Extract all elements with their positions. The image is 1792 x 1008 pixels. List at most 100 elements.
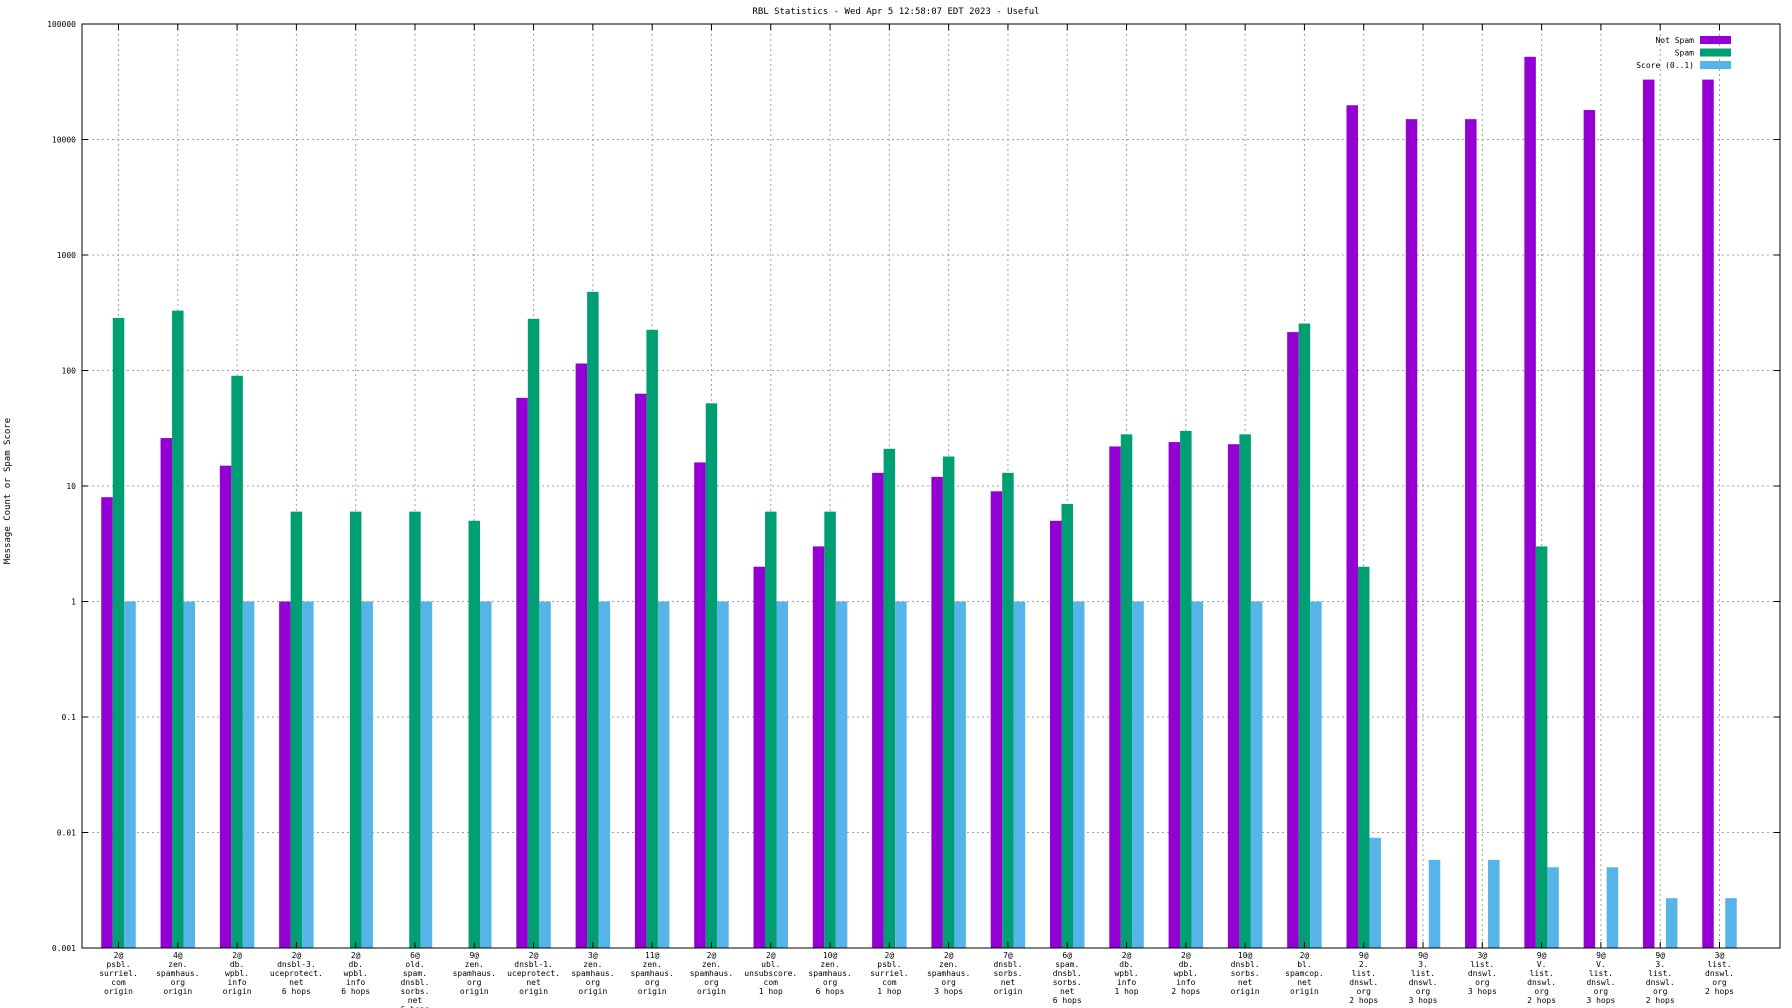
x-tick-label-line: 2 hops <box>1527 996 1556 1005</box>
x-tick-label: 3@ list. dnswl. org 3 hops <box>1468 951 1497 996</box>
x-tick-label-line: org <box>1475 978 1490 987</box>
x-tick-label-line: 2@ <box>885 951 895 960</box>
x-tick-label-line: psbl. <box>877 960 901 969</box>
x-tick-label-line: dnsbl-1. <box>514 960 553 969</box>
x-tick-label-line: 2 hops <box>1171 987 1200 996</box>
x-tick-label-line: origin <box>638 987 667 996</box>
x-tick-label-line: V. <box>1537 960 1547 969</box>
bar <box>1250 601 1263 948</box>
x-tick-label-line: list. <box>1648 969 1672 978</box>
x-tick-label-line: origin <box>1231 987 1260 996</box>
bar <box>1072 601 1085 948</box>
bar <box>290 511 303 948</box>
x-tick-label-line: zen. <box>939 960 958 969</box>
x-tick-label-line: 3 hops <box>934 987 963 996</box>
x-tick-label-line: dnswl. <box>1409 978 1438 987</box>
bar <box>101 497 113 948</box>
x-tick-label-line: 1 hop <box>1114 987 1138 996</box>
x-tick-label-line: spamcop. <box>1285 969 1324 978</box>
x-tick-label-line: info <box>346 978 365 987</box>
x-tick-label-line: db. <box>348 960 362 969</box>
y-tick-label: 100 <box>62 367 77 376</box>
x-tick-label-line: 3 hops <box>1586 996 1615 1005</box>
x-tick-label: 10@ zen. spamhaus. org 6 hops <box>808 951 851 996</box>
x-tick-label-line: origin <box>519 987 548 996</box>
x-tick-label-line: org <box>1416 987 1431 996</box>
legend-swatch <box>1700 61 1731 69</box>
x-tick-label: 9@ zen. spamhaus. org origin <box>453 951 496 996</box>
x-tick-label-line: uceprotect. <box>270 969 323 978</box>
x-tick-label-line: net <box>1297 978 1312 987</box>
x-tick-label-line: 2 hops <box>1705 987 1734 996</box>
x-tick-label-line: org <box>1653 987 1668 996</box>
bar <box>1583 110 1596 948</box>
x-tick-label-line: 11@ <box>645 951 660 960</box>
x-tick-label-line: wpbl. <box>1114 969 1138 978</box>
bar <box>124 601 136 948</box>
x-tick-label-line: 9@ <box>1359 951 1369 960</box>
x-tick-label-line: info <box>227 978 246 987</box>
bar <box>1346 105 1358 948</box>
bar <box>598 601 611 948</box>
bar <box>587 291 599 948</box>
bar <box>990 491 1003 948</box>
x-tick-label-line: origin <box>460 987 489 996</box>
bar <box>812 546 825 948</box>
x-tick-label-line: 6 hops <box>282 987 311 996</box>
x-tick-label-line: sorbs. <box>401 987 430 996</box>
x-tick-label-line: db. <box>230 960 244 969</box>
bar <box>1180 430 1192 949</box>
x-tick-label-line: 9@ <box>1655 951 1665 960</box>
bar <box>480 601 492 948</box>
bar <box>468 520 481 948</box>
x-tick-label-line: 3@ <box>1715 951 1725 960</box>
bar <box>409 511 421 948</box>
x-tick-label-line: origin <box>223 987 252 996</box>
x-tick-label: 6@ spam. dnsbl. sorbs. net 6 hops <box>1053 951 1082 1005</box>
x-tick-label-line: ubl. <box>761 960 780 969</box>
bar <box>361 601 373 948</box>
x-tick-label-line: surriel. <box>870 969 909 978</box>
x-tick-label-line: org <box>171 978 186 987</box>
x-tick-label-line: spam. <box>403 969 427 978</box>
bar <box>705 403 718 948</box>
x-tick-label-line: surriel. <box>99 969 138 978</box>
x-tick-label-line: 6 hops <box>816 987 845 996</box>
x-tick-label-line: net <box>1001 978 1016 987</box>
bar <box>717 601 729 948</box>
bar <box>231 375 243 948</box>
x-tick-label-line: dnswl. <box>1586 978 1615 987</box>
x-tick-label-line: 1 hop <box>877 987 901 996</box>
x-tick-label-line: dnsbl. <box>401 978 430 987</box>
bar <box>1109 446 1121 948</box>
x-tick-label: 2@ db. wpbl. info 6 hops <box>341 951 370 996</box>
x-tick-label-line: org <box>467 978 482 987</box>
bar <box>420 601 433 948</box>
bar <box>279 601 291 948</box>
x-tick-label-line: zen. <box>168 960 187 969</box>
x-tick-label-line: 1 hop <box>759 987 783 996</box>
x-tick-label: 2@ zen. spamhaus. org 3 hops <box>927 951 970 996</box>
x-tick-label-line: dnswl. <box>1349 978 1378 987</box>
x-tick-label-line: 3. <box>1418 960 1428 969</box>
x-tick-label-line: V. <box>1596 960 1606 969</box>
x-tick-label: 11@ zen. spamhaus. org origin <box>630 951 673 996</box>
bar <box>1239 434 1251 948</box>
x-tick-label-line: 2@ <box>1122 951 1132 960</box>
x-tick-label-line: 2@ <box>707 951 717 960</box>
legend-swatch <box>1700 48 1731 57</box>
x-tick-label-line: 3. <box>1655 960 1665 969</box>
x-tick-label: 3@ list. dnswl. org 2 hops <box>1705 951 1734 996</box>
bar <box>1524 56 1536 948</box>
x-tick-label-line: bl. <box>1297 960 1311 969</box>
x-tick-label-line: 2@ <box>766 951 776 960</box>
x-tick-label-line: 2@ <box>944 951 954 960</box>
bar <box>694 462 706 948</box>
x-tick-label-line: org <box>645 978 660 987</box>
bar <box>657 601 670 948</box>
x-tick-label: 9@ 3. list. dnswl. org 3 hops <box>1409 951 1438 1005</box>
bar <box>1013 601 1026 948</box>
bar <box>1405 119 1418 949</box>
x-tick-label-line: spamhaus. <box>630 969 673 978</box>
legend-label: Not Spam <box>1655 36 1694 45</box>
